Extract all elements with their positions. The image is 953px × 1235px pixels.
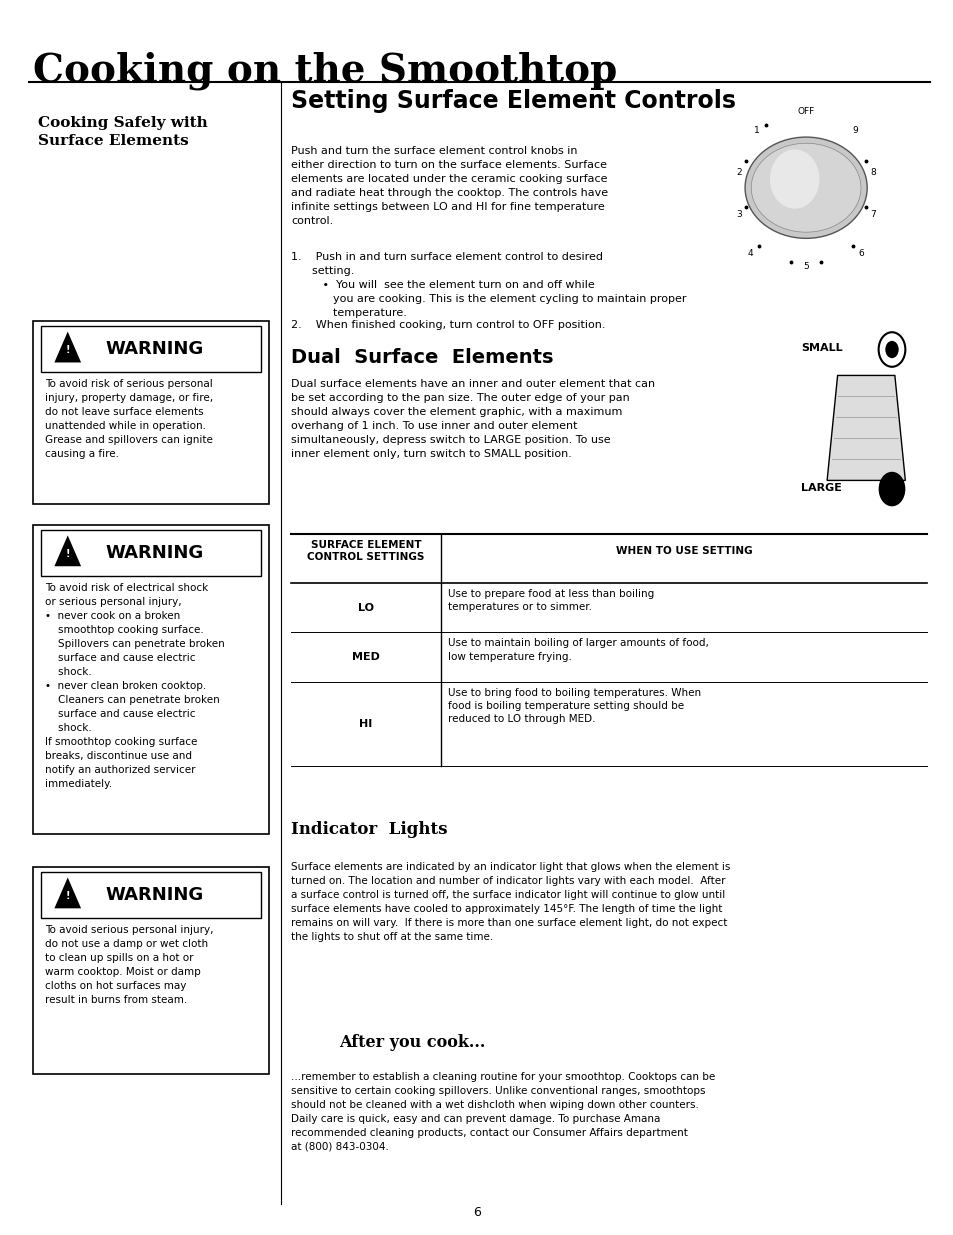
FancyBboxPatch shape [41, 530, 261, 576]
Text: Cooking on the Smoothtop: Cooking on the Smoothtop [33, 52, 617, 90]
Text: 1.    Push in and turn surface element control to desired
      setting.: 1. Push in and turn surface element cont… [291, 252, 602, 275]
Text: 6: 6 [858, 248, 863, 258]
Text: 1: 1 [753, 126, 759, 136]
FancyBboxPatch shape [41, 872, 261, 918]
Text: After you cook...: After you cook... [338, 1034, 484, 1051]
Text: ...remember to establish a cleaning routine for your smoothtop. Cooktops can be
: ...remember to establish a cleaning rout… [291, 1072, 715, 1152]
Text: Use to maintain boiling of larger amounts of food,
low temperature frying.: Use to maintain boiling of larger amount… [448, 638, 708, 662]
Text: SMALL: SMALL [801, 343, 842, 353]
Text: !: ! [66, 548, 70, 559]
Text: WHEN TO USE SETTING: WHEN TO USE SETTING [615, 546, 752, 556]
Text: Cooking Safely with
Surface Elements: Cooking Safely with Surface Elements [38, 116, 208, 148]
Text: !: ! [66, 345, 70, 356]
Text: LARGE: LARGE [801, 483, 841, 493]
Text: OFF: OFF [797, 107, 814, 116]
Text: Dual  Surface  Elements: Dual Surface Elements [291, 348, 553, 367]
Text: To avoid risk of electrical shock
or serious personal injury,
•  never cook on a: To avoid risk of electrical shock or ser… [45, 583, 224, 789]
Circle shape [878, 472, 904, 506]
Text: Dual surface elements have an inner and outer element that can
be set according : Dual surface elements have an inner and … [291, 379, 655, 459]
Text: Surface elements are indicated by an indicator light that glows when the element: Surface elements are indicated by an ind… [291, 862, 730, 942]
Text: Push and turn the surface element control knobs in
either direction to turn on t: Push and turn the surface element contro… [291, 146, 607, 226]
Text: 2: 2 [736, 168, 741, 178]
Text: Setting Surface Element Controls: Setting Surface Element Controls [291, 89, 735, 112]
Text: Use to prepare food at less than boiling
temperatures or to simmer.: Use to prepare food at less than boiling… [448, 589, 654, 613]
Text: WARNING: WARNING [106, 885, 204, 904]
Text: !: ! [66, 890, 70, 902]
Text: To avoid serious personal injury,
do not use a damp or wet cloth
to clean up spi: To avoid serious personal injury, do not… [45, 925, 213, 1005]
Text: 4: 4 [747, 248, 753, 258]
Polygon shape [54, 331, 81, 363]
Text: 8: 8 [869, 168, 875, 178]
Text: LO: LO [357, 603, 374, 613]
Text: HI: HI [359, 719, 372, 729]
Ellipse shape [750, 143, 860, 232]
Text: Use to bring food to boiling temperatures. When
food is boiling temperature sett: Use to bring food to boiling temperature… [448, 688, 700, 724]
Text: SURFACE ELEMENT
CONTROL SETTINGS: SURFACE ELEMENT CONTROL SETTINGS [307, 540, 424, 562]
Text: 2.    When finished cooking, turn control to OFF position.: 2. When finished cooking, turn control t… [291, 320, 605, 330]
Text: 9: 9 [852, 126, 858, 136]
Text: 3: 3 [736, 210, 741, 220]
Text: Indicator  Lights: Indicator Lights [291, 821, 447, 839]
Text: 7: 7 [869, 210, 875, 220]
FancyBboxPatch shape [33, 321, 269, 504]
Text: MED: MED [352, 652, 379, 662]
Text: To avoid risk of serious personal
injury, property damage, or fire,
do not leave: To avoid risk of serious personal injury… [45, 379, 213, 459]
Text: WARNING: WARNING [106, 543, 204, 562]
Circle shape [884, 341, 898, 358]
FancyBboxPatch shape [33, 525, 269, 834]
FancyBboxPatch shape [41, 326, 261, 372]
Text: •  You will  see the element turn on and off while
            you are cooking. : • You will see the element turn on and o… [291, 280, 686, 319]
Ellipse shape [769, 149, 819, 209]
Polygon shape [54, 877, 81, 909]
Polygon shape [826, 375, 904, 480]
Ellipse shape [744, 137, 866, 238]
Text: 5: 5 [802, 262, 808, 272]
Text: 6: 6 [473, 1207, 480, 1219]
Polygon shape [54, 536, 81, 566]
Circle shape [878, 332, 904, 367]
FancyBboxPatch shape [33, 867, 269, 1074]
Text: WARNING: WARNING [106, 340, 204, 358]
